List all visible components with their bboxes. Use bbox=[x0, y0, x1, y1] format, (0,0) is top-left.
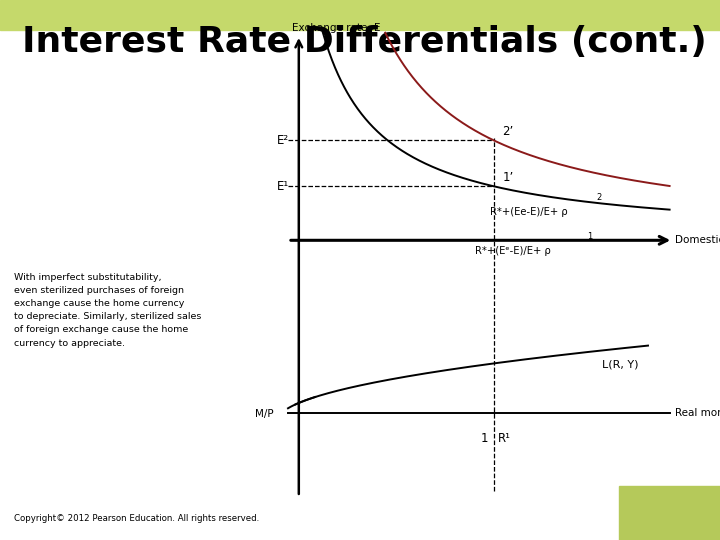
Text: L(R, Y): L(R, Y) bbox=[602, 360, 639, 369]
Text: With imperfect substitutability,
even sterilized purchases of foreign
exchange c: With imperfect substitutability, even st… bbox=[14, 273, 202, 348]
Text: Exchange rate, E: Exchange rate, E bbox=[292, 23, 380, 33]
Bar bbox=[0, 0, 720, 30]
Text: R*+(Eᵉ-E)/E+ ρ: R*+(Eᵉ-E)/E+ ρ bbox=[475, 246, 551, 256]
Text: 2’: 2’ bbox=[503, 125, 514, 138]
Text: E²: E² bbox=[277, 134, 289, 147]
Text: 1: 1 bbox=[480, 432, 488, 445]
Text: E¹: E¹ bbox=[277, 180, 289, 193]
Text: 2: 2 bbox=[596, 193, 601, 202]
Text: M/P: M/P bbox=[255, 409, 274, 419]
Text: R¹: R¹ bbox=[498, 432, 510, 445]
Text: 1’: 1’ bbox=[503, 171, 514, 184]
Text: Real money supply: Real money supply bbox=[675, 408, 720, 418]
Text: Copyright© 2012 Pearson Education. All rights reserved.: Copyright© 2012 Pearson Education. All r… bbox=[14, 514, 260, 523]
Text: 1: 1 bbox=[587, 232, 592, 241]
Bar bbox=[619, 486, 720, 540]
Text: Interest Rate Differentials (cont.): Interest Rate Differentials (cont.) bbox=[22, 25, 706, 59]
Text: Domestic interest rate, R: Domestic interest rate, R bbox=[675, 235, 720, 245]
Text: R*+(Ee-E)/E+ ρ: R*+(Ee-E)/E+ ρ bbox=[490, 207, 567, 217]
